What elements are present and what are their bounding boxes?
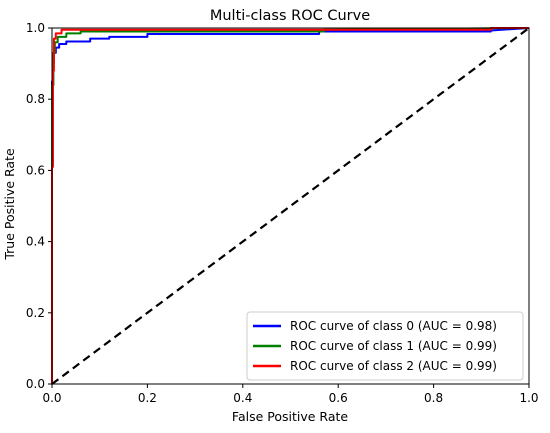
x-tick-label: 0.6: [329, 391, 348, 405]
axes: 0.0 0.2 0.4 0.6 0.8 1.0 0.0 0.2 0.4 0.6 0.8 1.0: [26, 21, 539, 405]
axes-frame: [51, 27, 530, 385]
legend-label: ROC curve of class 1 (AUC = 0.99): [290, 339, 497, 353]
x-axis-label: False Positive Rate: [232, 409, 348, 424]
chance-diagonal-line: [51, 27, 530, 385]
plot-area: [51, 27, 530, 385]
x-tick-label: 0.0: [42, 391, 61, 405]
legend-label: ROC curve of class 0 (AUC = 0.98): [290, 319, 497, 333]
y-tick-label: 0.0: [26, 377, 45, 391]
y-tick-label: 0.2: [26, 306, 45, 320]
x-tick-label: 0.4: [233, 391, 252, 405]
x-tick-label: 0.2: [138, 391, 157, 405]
x-tick-label: 1.0: [519, 391, 538, 405]
y-tick-label: 0.4: [26, 235, 45, 249]
y-tick-label: 0.8: [26, 92, 45, 106]
series-line-class-2: [51, 27, 529, 384]
legend: ROC curve of class 0 (AUC = 0.98) ROC cur…: [246, 311, 524, 381]
y-axis-label: True Positive Rate: [2, 148, 17, 261]
y-tick-label: 1.0: [26, 21, 45, 35]
legend-box: [246, 311, 524, 381]
y-tick-label: 0.6: [26, 163, 45, 177]
x-tick-label: 0.8: [424, 391, 443, 405]
legend-label: ROC curve of class 2 (AUC = 0.99): [290, 359, 497, 373]
chart-title: Multi-class ROC Curve: [210, 8, 370, 24]
